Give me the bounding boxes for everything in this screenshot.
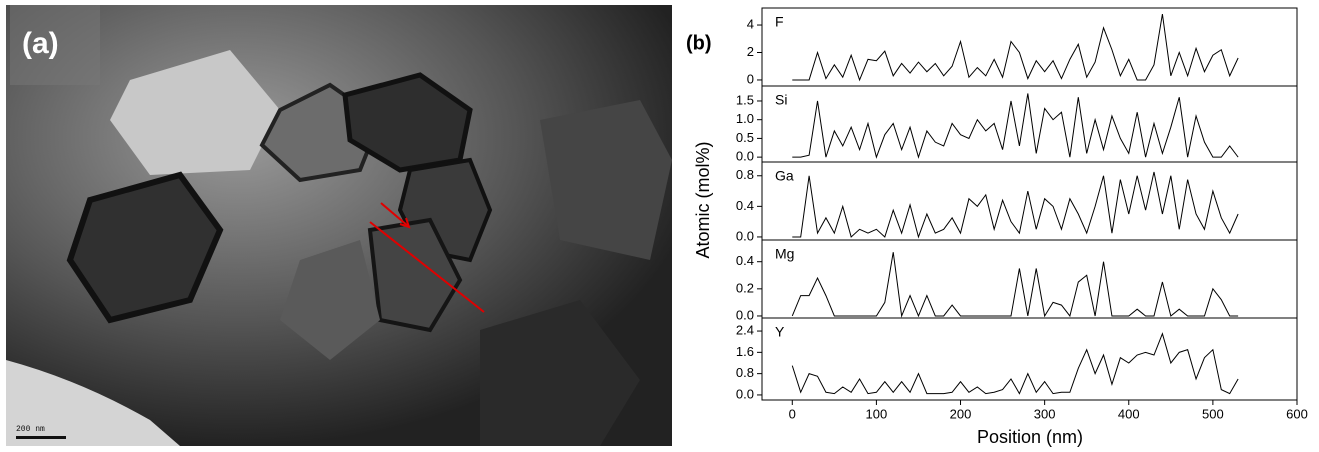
panel-frame — [761, 317, 1298, 401]
series-label: F — [775, 14, 784, 30]
x-axis-label: Position (nm) — [977, 427, 1083, 447]
x-tick-label: 400 — [1118, 406, 1140, 421]
panel-label: (b) — [686, 32, 712, 54]
x-tick-label: 600 — [1286, 406, 1308, 421]
image-label: (a) — [22, 27, 59, 60]
series-line — [792, 93, 1239, 159]
scale-bar-label: 200 nm — [16, 425, 45, 434]
x-tick-label: 200 — [950, 406, 972, 421]
y-tick-label: 0.4 — [736, 253, 754, 268]
y-tick-label: 2.4 — [736, 322, 754, 337]
y-axis-label: Atomic (mol%) — [693, 141, 713, 258]
y-tick-label: 0 — [747, 71, 754, 86]
y-tick-label: 0.8 — [736, 167, 754, 182]
series-line — [791, 252, 1239, 318]
y-tick-label: 0.0 — [736, 149, 754, 164]
x-tick-label: 300 — [1034, 406, 1056, 421]
series-line — [791, 332, 1239, 395]
y-tick-label: 4 — [747, 16, 754, 31]
series-label: Mg — [775, 246, 794, 262]
y-tick-label: 2 — [747, 44, 754, 59]
series-label: Y — [775, 324, 785, 340]
series-label: Ga — [775, 168, 794, 184]
x-tick-label: 100 — [866, 406, 888, 421]
y-tick-label: 0.5 — [736, 130, 754, 145]
y-tick-label: 0.2 — [736, 280, 754, 295]
y-tick-label: 0.0 — [736, 307, 754, 322]
panel-frame — [761, 85, 1298, 163]
y-tick-label: 0.4 — [736, 198, 754, 213]
series-line — [792, 171, 1239, 239]
x-tick-label: 500 — [1202, 406, 1224, 421]
x-tick-label: 0 — [789, 406, 796, 421]
y-tick-label: 1.6 — [736, 344, 754, 359]
series-line — [792, 13, 1239, 82]
y-tick-label: 1.5 — [736, 92, 754, 107]
y-tick-label: 0.0 — [736, 386, 754, 401]
y-tick-label: 1.0 — [736, 111, 754, 126]
y-tick-label: 0.0 — [736, 228, 754, 243]
y-tick-label: 0.8 — [736, 365, 754, 380]
series-label: Si — [775, 92, 787, 108]
micrograph — [6, 5, 672, 446]
